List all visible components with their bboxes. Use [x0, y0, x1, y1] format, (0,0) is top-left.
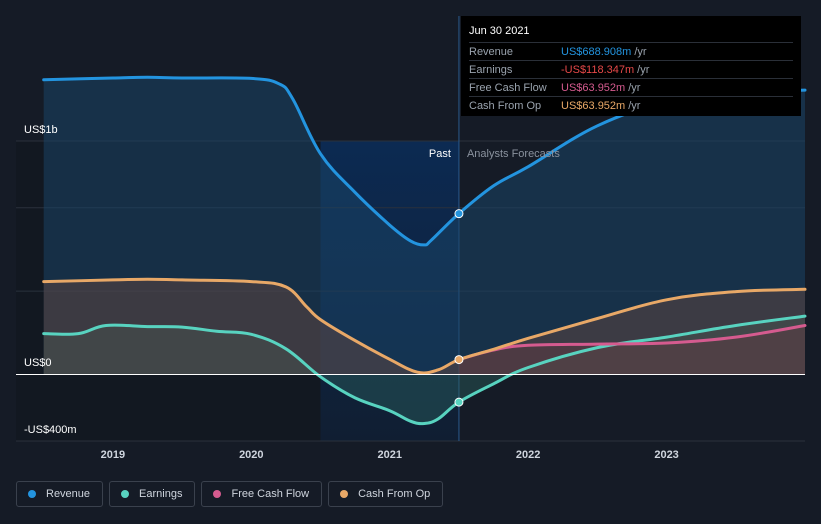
series-areas — [43, 77, 805, 424]
series-lines — [42, 75, 807, 426]
y-tick-label: US$1b — [24, 124, 58, 136]
cash-from-op-area — [43, 279, 805, 375]
tooltip-unit: /yr — [637, 63, 650, 76]
tooltip-row-earnings: Earnings -US$118.347m /yr — [469, 61, 793, 79]
earnings-marker — [454, 397, 464, 407]
x-tick-label: 2021 — [377, 449, 401, 461]
x-tick-label: 2023 — [654, 449, 678, 461]
legend-label: Cash From Op — [358, 488, 431, 500]
free-cash-flow-dot-icon — [213, 490, 222, 498]
revenue-line — [42, 75, 807, 247]
tooltip-row-free-cash-flow: Free Cash Flow US$63.952m /yr — [469, 79, 793, 97]
tooltip-label: Earnings — [469, 63, 513, 76]
cash-from-op-dot-icon — [340, 490, 349, 498]
tooltip-value: -US$118.347m — [561, 63, 635, 76]
legend-label: Free Cash Flow — [231, 488, 310, 500]
forecast-label: Analysts Forecasts — [467, 148, 560, 160]
legend-label: Earnings — [139, 488, 183, 500]
x-tick-label: 2020 — [239, 449, 263, 461]
tooltip-date: Jun 30 2021 — [469, 25, 793, 43]
tooltip-row-cash-from-op: Cash From Op US$63.952m /yr — [469, 97, 793, 114]
revenue-dot-icon — [28, 490, 36, 498]
tooltip-unit: /yr — [628, 81, 641, 94]
past-label: Past — [429, 148, 451, 160]
tooltip-unit: /yr — [634, 45, 647, 58]
financial-chart: US$1b US$0 -US$400m 2019 2020 2021 2022 2023 P… — [16, 16, 807, 461]
revenue-marker — [454, 209, 464, 219]
legend-item-cash-from-op[interactable]: Cash From Op — [328, 481, 444, 507]
x-tick-label: 2019 — [101, 449, 125, 461]
y-tick-label: -US$400m — [24, 424, 77, 436]
tooltip-unit: /yr — [628, 99, 641, 112]
cash-from-op-marker — [454, 355, 464, 365]
y-tick-label: US$0 — [24, 357, 52, 369]
y-axis: US$1b US$0 -US$400m — [24, 124, 77, 436]
legend-item-earnings[interactable]: Earnings — [109, 481, 196, 507]
x-axis: 2019 2020 2021 2022 2023 — [101, 449, 679, 461]
tooltip-value: US$63.952m — [561, 99, 626, 112]
legend-item-free-cash-flow[interactable]: Free Cash Flow — [201, 481, 323, 507]
tooltip-label: Revenue — [469, 45, 514, 58]
legend: Revenue Earnings Free Cash Flow Cash Fro… — [16, 481, 444, 507]
earnings-line — [42, 314, 807, 426]
tooltip-label: Free Cash Flow — [469, 81, 547, 94]
earnings-area — [43, 316, 805, 424]
tooltip-value: US$688.908m — [561, 45, 632, 58]
tooltip-label: Cash From Op — [469, 99, 542, 112]
tooltip-row-revenue: Revenue US$688.908m /yr — [469, 43, 793, 61]
revenue-area — [43, 77, 805, 375]
x-tick-label: 2022 — [516, 449, 540, 461]
legend-label: Revenue — [46, 488, 91, 500]
tooltip-value: US$63.952m — [561, 81, 626, 94]
cash-from-op-line — [42, 277, 807, 375]
series-markers — [454, 209, 464, 407]
tooltip: Jun 30 2021 Revenue US$688.908m /yr Earn… — [461, 16, 801, 116]
legend-item-revenue[interactable]: Revenue — [16, 481, 104, 507]
earnings-dot-icon — [121, 490, 130, 498]
